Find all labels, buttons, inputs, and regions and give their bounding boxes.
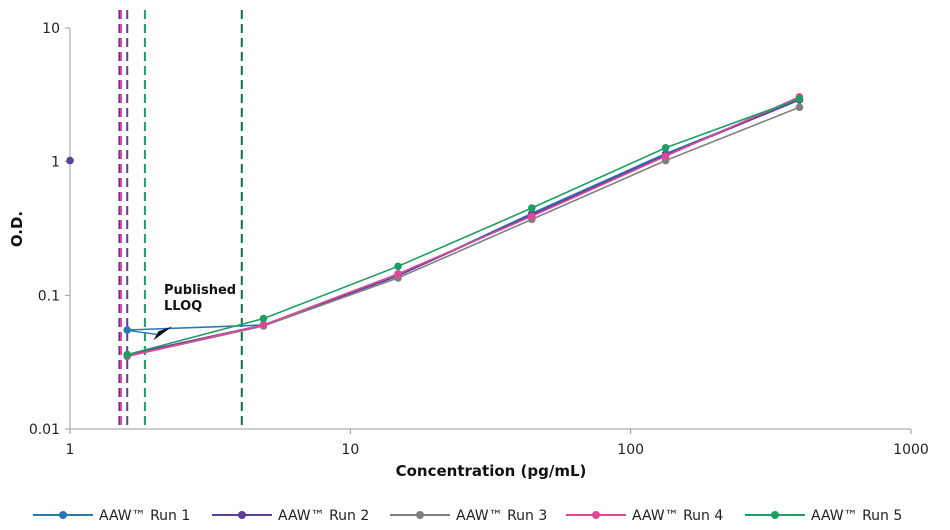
data-point-run-5 (661, 143, 670, 152)
legend-swatch-marker (416, 511, 424, 519)
legend-item-run-3: AAW™ Run 3 (390, 508, 547, 524)
legend-item-run-1: AAW™ Run 1 (33, 508, 190, 524)
data-point-run-5 (394, 262, 402, 271)
legend-swatch-marker (771, 511, 779, 519)
annotation-arrow-line (128, 329, 158, 336)
series-run-3 (123, 103, 804, 361)
x-tick-label: 1000 (893, 442, 929, 458)
x-tick-label: 1 (66, 442, 75, 458)
x-tick-label: 100 (617, 442, 644, 458)
y-tick-label: 0.01 (29, 422, 60, 438)
series-run-5 (123, 95, 804, 359)
legend-label: AAW™ Run 1 (99, 508, 190, 524)
lloq-vertical-lines (118, 10, 243, 429)
axes: 0.01 0.1 1 10 1 10 100 1000 (29, 21, 929, 458)
data-point-run-5 (123, 350, 132, 359)
legend-item-run-4: AAW™ Run 4 (566, 508, 723, 524)
annotation-line: LLOQ (164, 299, 202, 314)
legend-label: AAW™ Run 5 (811, 508, 902, 524)
annotation-text: Published LLOQ (164, 283, 236, 314)
y-tick-label: 10 (42, 21, 60, 37)
legend-swatch-marker (59, 511, 67, 519)
legend-label: AAW™ Run 4 (632, 508, 723, 524)
data-point-run-4 (394, 269, 402, 278)
data-point-run-5 (259, 314, 268, 323)
legend-item-run-5: AAW™ Run 5 (745, 508, 902, 524)
series-line-run-3 (127, 106, 800, 358)
x-axis-title: Concentration (pg/mL) (396, 462, 587, 480)
data-point-run-1 (123, 326, 132, 334)
x-tick-label: 10 (341, 442, 359, 458)
series-run-2 (66, 96, 804, 359)
series-line-run-5 (126, 98, 800, 356)
y-tick-label: 1 (51, 155, 60, 171)
data-point-run-5 (528, 204, 536, 212)
legend-label: AAW™ Run 3 (456, 508, 547, 524)
y-axis-title: O.D. (8, 211, 26, 247)
data-point-run-3 (795, 103, 804, 112)
y-tick-label: 0.1 (38, 288, 60, 304)
annotation-arrowhead (153, 326, 173, 341)
legend: AAW™ Run 1 AAW™ Run 2 AAW™ Run 3 AAW™ Run 4… (33, 508, 902, 524)
series-run-1 (123, 96, 804, 334)
legend-label: AAW™ Run 2 (278, 508, 369, 524)
legend-swatch-marker (238, 511, 246, 519)
legend-item-run-2: AAW™ Run 2 (212, 508, 369, 524)
annotation-group: Published LLOQ (128, 283, 236, 341)
series-group (66, 93, 804, 361)
series-line-run-2 (127, 99, 800, 356)
data-point-run-4 (661, 152, 670, 160)
series-line-run-4 (127, 96, 800, 358)
annotation-line: Published (164, 283, 236, 298)
data-point-run-4 (259, 321, 268, 329)
data-point-run-5 (795, 95, 804, 103)
legend-swatch-marker (592, 511, 600, 519)
series-run-4 (123, 93, 804, 361)
data-point-run-4 (528, 212, 536, 221)
isolated-point-run-2 (66, 156, 74, 165)
